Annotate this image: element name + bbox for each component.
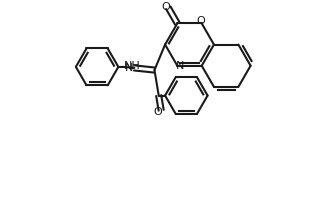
- Text: NH: NH: [124, 62, 140, 71]
- Text: O: O: [154, 107, 162, 117]
- Text: N: N: [176, 61, 185, 71]
- Text: N: N: [125, 62, 133, 72]
- Text: O: O: [162, 2, 170, 12]
- Text: O: O: [196, 16, 205, 26]
